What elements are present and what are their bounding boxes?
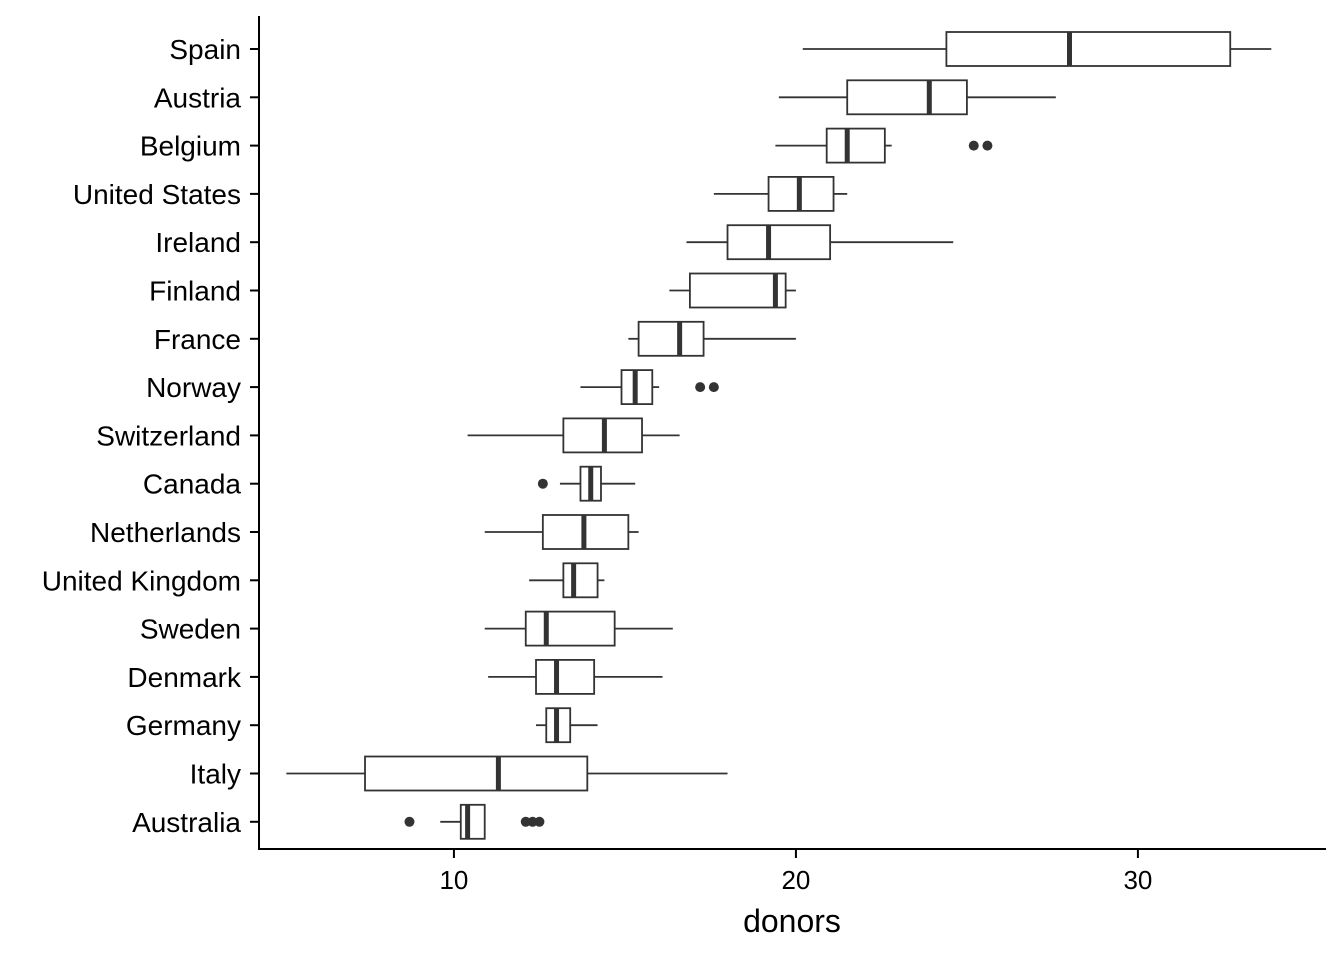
outlier-point (708, 382, 719, 393)
y-tick-label: Denmark (127, 662, 242, 693)
iqr-box (535, 659, 596, 695)
iqr-box (524, 610, 616, 647)
box-group-france (628, 320, 796, 357)
outlier-point (982, 140, 993, 151)
y-tick-label: Finland (149, 276, 241, 307)
plot-area (286, 31, 1272, 840)
iqr-box (562, 562, 599, 599)
y-tick-label: Norway (146, 372, 241, 403)
y-tick-label: France (154, 324, 241, 355)
box-group-norway (580, 369, 719, 406)
y-tick-label: Netherlands (90, 517, 241, 548)
y-tick-label: Spain (169, 34, 241, 65)
outlier-point (520, 816, 531, 827)
box-group-italy (286, 755, 728, 792)
y-tick-label: Austria (154, 82, 242, 113)
box-group-austria (778, 79, 1056, 116)
outlier-point (404, 816, 415, 827)
iqr-box (364, 755, 589, 792)
y-tick-label: Sweden (140, 614, 241, 645)
box-group-germany (536, 707, 598, 744)
x-tick-label: 30 (1123, 865, 1152, 895)
y-tick-label: Switzerland (96, 420, 241, 451)
iqr-box (689, 272, 787, 309)
y-tick-label: United Kingdom (42, 565, 241, 596)
y-tick-label: Germany (126, 710, 241, 741)
y-tick-label: Canada (143, 469, 242, 500)
iqr-box (637, 320, 705, 357)
iqr-box (945, 31, 1232, 67)
outlier-point (695, 382, 706, 393)
x-tick-label: 20 (781, 865, 810, 895)
iqr-box (846, 79, 968, 116)
box-group-belgium (775, 127, 993, 164)
box-group-sweden (484, 610, 673, 647)
iqr-box (825, 127, 886, 164)
iqr-box (459, 803, 486, 840)
box-group-switzerland (467, 417, 680, 454)
y-tick-label: Australia (132, 807, 241, 838)
x-tick-label: 10 (439, 865, 468, 895)
y-tick-label: Belgium (140, 131, 241, 162)
outlier-point (534, 816, 545, 827)
iqr-box (726, 224, 832, 261)
box-group-ireland (686, 224, 954, 261)
y-tick-label: United States (73, 179, 241, 210)
y-tick-label: Ireland (155, 227, 241, 258)
box-group-netherlands (484, 514, 639, 550)
outlier-point (968, 140, 979, 151)
box-group-canada (537, 465, 636, 502)
box-group-finland (669, 272, 796, 309)
axes: 10 20 30 Spain Austria Belgium United States Ir… (42, 16, 1326, 895)
box-group-united-states (713, 175, 848, 212)
box-group-united-kingdom (529, 562, 605, 599)
box-group-australia (404, 803, 545, 840)
outlier-point (537, 478, 548, 489)
x-axis-title: donors (743, 903, 841, 939)
box-group-spain (802, 31, 1272, 67)
y-tick-label: Italy (190, 759, 241, 790)
outlier-point (527, 816, 538, 827)
box-group-denmark (488, 659, 663, 695)
